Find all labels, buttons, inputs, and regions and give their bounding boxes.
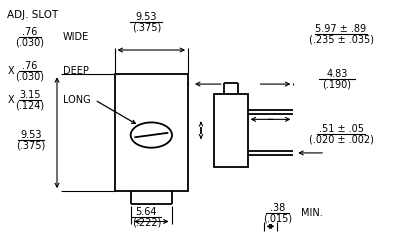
- Text: 9.53: 9.53: [136, 12, 157, 22]
- Text: .51 ± .05: .51 ± .05: [318, 124, 364, 134]
- Text: (.030): (.030): [16, 71, 44, 81]
- Text: .76: .76: [22, 61, 38, 71]
- Text: 9.53: 9.53: [20, 130, 42, 140]
- Text: (.020 ± .002): (.020 ± .002): [308, 135, 374, 145]
- Bar: [214, 94, 248, 167]
- Text: LONG: LONG: [63, 95, 90, 105]
- Text: (.375): (.375): [16, 141, 46, 151]
- Text: .76: .76: [22, 27, 38, 37]
- Text: .38: .38: [270, 203, 285, 213]
- Text: (.190): (.190): [322, 80, 352, 90]
- Text: (.235 ± .035): (.235 ± .035): [308, 35, 374, 45]
- Text: MIN.: MIN.: [301, 208, 323, 218]
- Text: 5.97 ± .89: 5.97 ± .89: [316, 24, 366, 34]
- Text: 5.64: 5.64: [136, 207, 157, 217]
- Text: ADJ. SLOT: ADJ. SLOT: [6, 10, 58, 20]
- Text: DEEP: DEEP: [63, 66, 89, 76]
- Text: (.030): (.030): [16, 37, 44, 47]
- Text: (.124): (.124): [16, 101, 44, 111]
- Text: (.222): (.222): [132, 217, 161, 227]
- Text: WIDE: WIDE: [63, 32, 89, 42]
- Text: X: X: [7, 95, 14, 105]
- Text: (.375): (.375): [132, 23, 161, 33]
- Text: 3.15: 3.15: [19, 90, 41, 100]
- Text: 4.83: 4.83: [326, 69, 348, 79]
- Text: X: X: [7, 66, 14, 76]
- Text: (.015): (.015): [263, 214, 292, 224]
- Bar: [114, 74, 188, 191]
